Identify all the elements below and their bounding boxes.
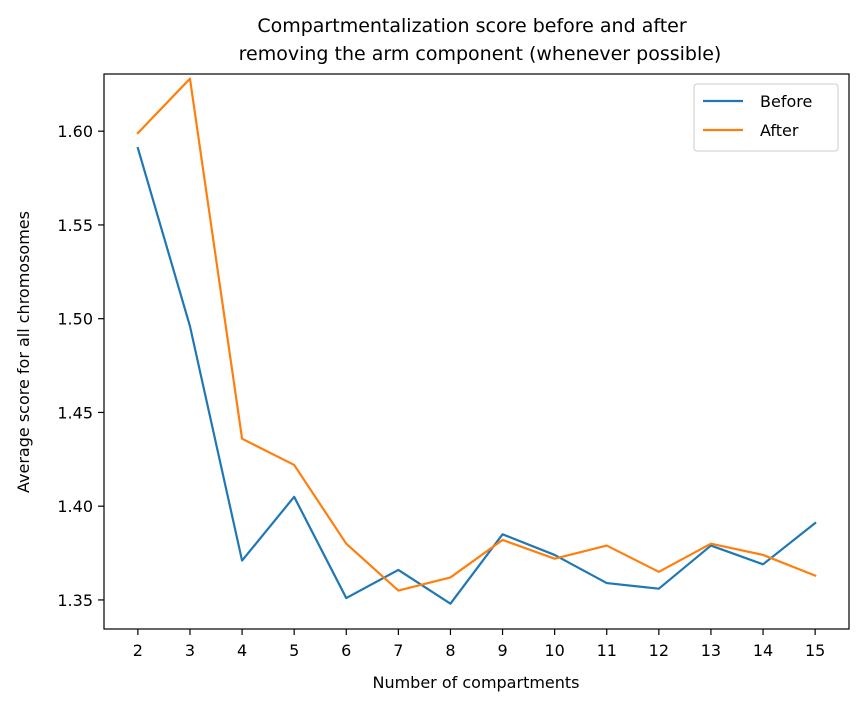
y-tick-label: 1.55 (57, 216, 93, 235)
chart-title-line-1: Compartmentalization score before and af… (257, 15, 687, 37)
x-axis-label: Number of compartments (372, 673, 579, 692)
y-tick-label: 1.35 (57, 591, 93, 610)
x-tick-label: 15 (805, 641, 825, 660)
x-tick-label: 13 (701, 641, 721, 660)
legend-label-after: After (760, 121, 799, 140)
x-tick-label: 7 (393, 641, 403, 660)
y-axis-label: Average score for all chromosomes (14, 211, 33, 493)
y-tick-label: 1.50 (57, 310, 93, 329)
y-tick-label: 1.60 (57, 122, 93, 141)
series-line-after (136, 77, 817, 592)
x-tick-label: 12 (649, 641, 669, 660)
x-tick-label: 8 (445, 641, 455, 660)
series-lines (136, 77, 817, 605)
x-tick-label: 5 (289, 641, 299, 660)
y-tick-label: 1.45 (57, 403, 93, 422)
x-tick-label: 6 (341, 641, 351, 660)
x-tick-label: 11 (597, 641, 617, 660)
series-line-before (136, 146, 817, 605)
x-tick-label: 2 (133, 641, 143, 660)
plot-area-frame (103, 73, 850, 630)
x-tick-label: 4 (237, 641, 247, 660)
x-tick-label: 10 (544, 641, 564, 660)
legend-label-before: Before (760, 92, 812, 111)
chart-title-line-2: removing the arm component (whenever pos… (239, 43, 722, 65)
x-tick-label: 14 (753, 641, 773, 660)
x-tick-label: 3 (185, 641, 195, 660)
y-tick-label: 1.40 (57, 497, 93, 516)
legend: Before After (693, 83, 839, 152)
axis-ticks: 2 3 4 5 6 7 8 9 10 11 12 13 14 15 1.35 1.40 1.45 1.50 1.55… (57, 122, 825, 660)
x-tick-label: 9 (497, 641, 507, 660)
